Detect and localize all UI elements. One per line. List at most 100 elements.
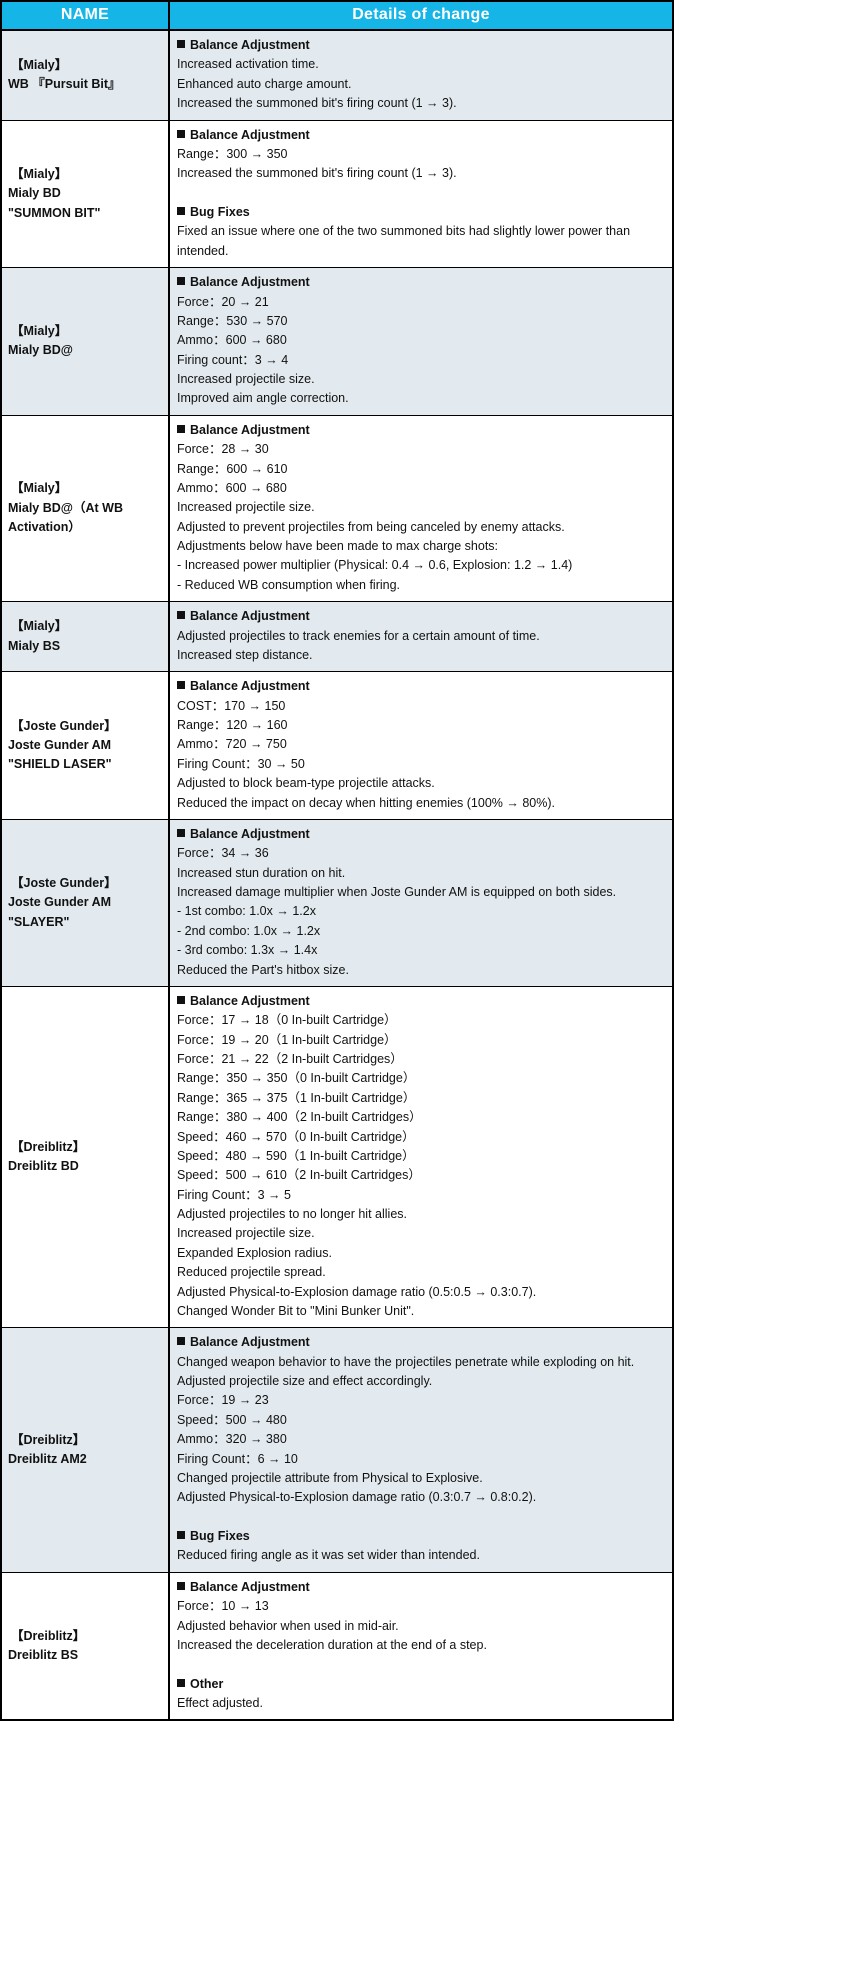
section-heading-label: Balance Adjustment <box>190 422 310 437</box>
section-heading: Balance Adjustment <box>177 273 668 292</box>
change-details-cell: Balance Adjustment Force：28 → 30 Range：600… <box>168 414 674 603</box>
table-body: 【Mialy】 WB 『Pursuit Bit』 Balance Adjustmen… <box>0 29 674 1721</box>
detail-line: Speed：500 → 480 <box>177 1412 287 1427</box>
detail-line: Adjusted to prevent projectiles from bei… <box>177 519 565 534</box>
section-heading-label: Bug Fixes <box>190 1529 250 1543</box>
black-square-icon <box>177 1531 185 1539</box>
black-square-icon <box>177 1337 185 1346</box>
detail-line: Range：350 → 350（0 In-built Cartridge） <box>177 1071 416 1086</box>
change-details-cell: Balance Adjustment Force：20 → 21 Range：530… <box>168 267 674 416</box>
detail-line: - 2nd combo: 1.0x → 1.2x <box>177 923 321 938</box>
part-name-line: Mialy BD@（At WB <box>8 500 123 515</box>
part-name-line: 【Dreiblitz】 <box>11 1628 86 1643</box>
detail-line: Increased projectile size. <box>177 500 315 515</box>
spacer-line <box>177 1655 668 1674</box>
change-details-cell: Balance Adjustment Changed weapon behavio… <box>168 1327 674 1573</box>
part-name-line: 【Mialy】 <box>11 324 68 339</box>
section-heading: Balance Adjustment <box>177 1578 668 1597</box>
section-heading: Balance Adjustment <box>177 1333 668 1352</box>
detail-line: COST：170 → 150 <box>177 698 286 713</box>
part-name-line: WB 『Pursuit Bit』 <box>8 77 121 92</box>
detail-line: Force：17 → 18（0 In-built Cartridge） <box>177 1013 397 1028</box>
table-header: NAME Details of change <box>0 0 674 31</box>
part-name-cell: 【Mialy】 Mialy BD@ <box>0 267 170 416</box>
table-row: 【Mialy】 Mialy BS Balance Adjustment Adjuste… <box>0 601 674 673</box>
detail-line: - 3rd combo: 1.3x → 1.4x <box>177 943 318 958</box>
part-name-line: Joste Gunder AM <box>8 737 112 752</box>
black-square-icon <box>177 1581 185 1590</box>
detail-line: - Increased power multiplier (Physical: … <box>177 558 573 573</box>
detail-line: Firing Count：6 → 10 <box>177 1451 298 1466</box>
detail-line: Increased projectile size. <box>177 372 315 386</box>
section-heading-label: Balance Adjustment <box>190 679 310 694</box>
section-heading: Bug Fixes <box>177 1527 668 1546</box>
table-row: 【Dreiblitz】 Dreiblitz BS Balance Adjustmen… <box>0 1571 674 1721</box>
detail-line: Adjustments below have been made to max … <box>177 539 499 553</box>
detail-line: Adjusted to block beam-type projectile a… <box>177 776 435 791</box>
section-heading-label: Bug Fixes <box>190 205 250 219</box>
detail-line: Force：19 → 20（1 In-built Cartridge） <box>177 1032 397 1047</box>
detail-line: Force：19 → 23 <box>177 1393 269 1408</box>
section-heading-label: Balance Adjustment <box>190 993 310 1008</box>
detail-line: Range：365 → 375（1 In-built Cartridge） <box>177 1090 416 1105</box>
section-heading: Balance Adjustment <box>177 677 668 696</box>
detail-line: Adjusted behavior when used in mid-air. <box>177 1618 399 1633</box>
section-heading: Other <box>177 1675 668 1694</box>
part-name-cell: 【Mialy】 WB 『Pursuit Bit』 <box>0 29 170 121</box>
detail-line: Force：28 → 30 <box>177 442 269 457</box>
part-name-line: 【Dreiblitz】 <box>11 1139 86 1154</box>
part-name-line: "SUMMON BIT" <box>8 205 101 220</box>
patch-notes-table: NAME Details of change 【Mialy】 WB 『Pursui… <box>0 0 674 1722</box>
table-row: 【Mialy】 Mialy BD@（At WB Activation） Balance… <box>0 414 674 603</box>
change-details-cell: Balance Adjustment Force：10 → 13 Adjusted … <box>168 1571 674 1721</box>
column-header-details: Details of change <box>168 0 674 31</box>
detail-line: Range：600 → 610 <box>177 461 288 476</box>
detail-line: Range：120 → 160 <box>177 718 288 732</box>
part-name-line: Dreiblitz BS <box>8 1648 79 1663</box>
section-heading-label: Balance Adjustment <box>190 1579 310 1594</box>
detail-line: Speed：460 → 570（0 In-built Cartridge） <box>177 1129 415 1144</box>
table-row: 【Joste Gunder】 Joste Gunder AM "SHIELD LAS… <box>0 671 674 820</box>
detail-line: Changed weapon behavior to have the proj… <box>177 1354 635 1369</box>
spacer-line <box>177 184 668 203</box>
part-name-cell: 【Mialy】 Mialy BS <box>0 601 170 673</box>
part-name-cell: 【Joste Gunder】 Joste Gunder AM "SLAYER" <box>0 818 170 987</box>
part-name-line: Joste Gunder AM <box>8 895 112 910</box>
detail-line: Speed：480 → 590（1 In-built Cartridge） <box>177 1148 415 1163</box>
detail-line: Increased the deceleration duration at t… <box>177 1637 487 1652</box>
part-name-line: 【Mialy】 <box>11 619 68 634</box>
table-row: 【Dreiblitz】 Dreiblitz AM2 Balance Adjustme… <box>0 1327 674 1573</box>
detail-line: Increased step distance. <box>177 647 313 662</box>
black-square-icon <box>177 681 185 690</box>
part-name-line: Mialy BD <box>8 186 61 201</box>
detail-line: Effect adjusted. <box>177 1696 263 1710</box>
detail-line: Increased stun duration on hit. <box>177 865 346 880</box>
table-row: 【Mialy】 Mialy BD@ Balance Adjustment Force：… <box>0 267 674 416</box>
detail-line: - Reduced WB consumption when firing. <box>177 577 401 592</box>
change-details-cell: Balance Adjustment Adjusted projectiles t… <box>168 601 674 673</box>
part-name-line: 【Joste Gunder】 <box>11 718 117 733</box>
section-heading: Balance Adjustment <box>177 607 668 626</box>
section-heading: Bug Fixes <box>177 203 668 222</box>
detail-line: Increased the summoned bit's firing coun… <box>177 96 457 111</box>
detail-line: Adjusted Physical-to-Explosion damage ra… <box>177 1284 537 1299</box>
part-name-line: 【Joste Gunder】 <box>11 875 117 890</box>
part-name-line: Mialy BS <box>8 638 61 653</box>
detail-line: - 1st combo: 1.0x → 1.2x <box>177 904 316 919</box>
section-heading-label: Balance Adjustment <box>190 38 310 52</box>
detail-line: Increased projectile size. <box>177 1226 315 1241</box>
black-square-icon <box>177 40 185 48</box>
part-name-line: "SHIELD LASER" <box>8 757 112 772</box>
detail-line: Force：10 → 13 <box>177 1599 269 1614</box>
detail-line: Increased activation time. <box>177 57 319 72</box>
change-details-cell: Balance Adjustment Range：300 → 350 Increas… <box>168 119 674 269</box>
spacer-line <box>177 1508 668 1527</box>
part-name-cell: 【Mialy】 Mialy BD@（At WB Activation） <box>0 414 170 603</box>
detail-line: Ammo：600 → 680 <box>177 480 287 495</box>
part-name-line: Activation） <box>8 520 81 535</box>
black-square-icon <box>177 207 185 215</box>
part-name-line: Dreiblitz BD <box>8 1159 79 1174</box>
detail-line: Adjusted Physical-to-Explosion damage ra… <box>177 1490 537 1505</box>
column-header-name: NAME <box>0 0 170 31</box>
detail-line: Ammo：600 → 680 <box>177 333 287 348</box>
